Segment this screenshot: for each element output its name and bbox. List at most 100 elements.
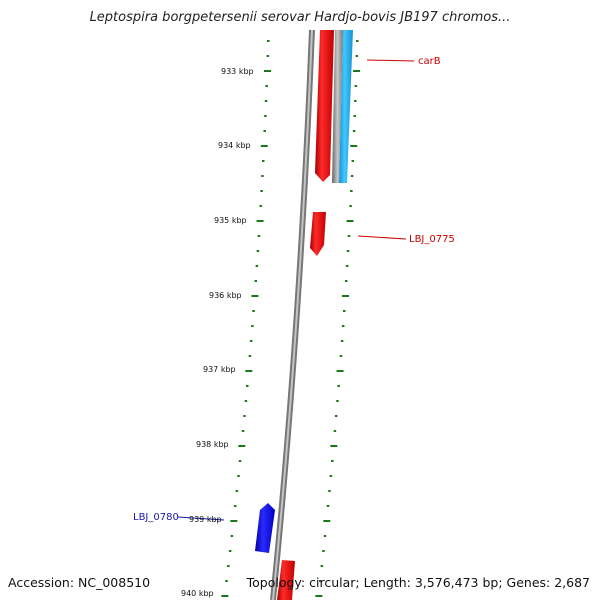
ruler-minor-tick xyxy=(350,175,354,177)
carb-leader xyxy=(366,59,415,62)
ruler-minor-tick xyxy=(328,490,331,492)
ruler-minor-tick xyxy=(354,100,357,102)
gene-cyan-reverse[interactable] xyxy=(332,30,353,183)
ruler-minor-tick xyxy=(334,415,338,417)
ruler-minor-tick xyxy=(267,40,270,42)
ruler-minor-tick xyxy=(266,55,270,57)
ruler-minor-tick xyxy=(255,265,259,267)
ruler-ticks-inner xyxy=(315,40,361,597)
ruler-minor-tick xyxy=(225,580,228,582)
ruler-minor-tick xyxy=(257,235,261,237)
ruler-minor-tick xyxy=(259,205,262,207)
ruler-minor-tick xyxy=(244,400,248,402)
ruler-label: 940 kbp xyxy=(181,589,214,598)
ruler-minor-tick xyxy=(329,475,333,477)
gene-red-bottom[interactable] xyxy=(277,560,295,600)
ruler-minor-tick xyxy=(248,355,252,357)
ruler-label: 936 kbp xyxy=(209,291,242,300)
ruler-minor-tick xyxy=(344,280,348,282)
backbone-arc xyxy=(270,29,315,600)
accession-text: Accession: NC_008510 xyxy=(8,575,151,590)
ruler-minor-tick xyxy=(254,280,258,282)
ruler-minor-tick xyxy=(350,190,353,192)
ruler-major-tick xyxy=(336,370,344,372)
ruler-minor-tick xyxy=(318,580,322,582)
ruler-minor-tick xyxy=(326,505,330,507)
ruler-major-tick xyxy=(353,70,361,72)
ruler-label: 937 kbp xyxy=(203,365,236,374)
ruler-major-tick xyxy=(315,595,323,597)
ruler-minor-tick xyxy=(228,550,232,552)
genome-summary-text: Topology: circular; Length: 3,576,473 bp… xyxy=(246,575,590,590)
ruler-minor-tick xyxy=(351,160,355,162)
gene-label-lbj-0775: LBJ_0775 xyxy=(409,234,455,245)
ruler-minor-tick xyxy=(243,415,246,417)
ruler-minor-tick xyxy=(352,130,356,132)
ruler-minor-tick xyxy=(356,40,359,42)
ruler-minor-tick xyxy=(320,565,324,567)
ruler-major-tick xyxy=(230,520,238,522)
ruler-minor-tick xyxy=(345,265,349,267)
gene-label-lbj-0780: LBJ_0780 xyxy=(133,512,179,523)
ruler-major-tick xyxy=(323,520,331,522)
ruler-minor-tick xyxy=(252,310,255,312)
ruler-minor-tick xyxy=(246,385,249,387)
ruler-ticks-outer xyxy=(221,40,271,597)
ruler-minor-tick xyxy=(265,85,268,87)
ruler-minor-tick xyxy=(331,460,334,462)
ruler-minor-tick xyxy=(237,475,240,477)
map-title: Leptospira borgpetersenii serovar Hardjo… xyxy=(89,10,511,25)
ruler-minor-tick xyxy=(346,250,350,252)
ruler-minor-tick xyxy=(340,340,344,342)
gene-lbj-0780[interactable] xyxy=(255,503,275,553)
ruler-minor-tick xyxy=(322,550,325,552)
ruler-minor-tick xyxy=(333,430,337,432)
ruler-minor-tick xyxy=(354,85,358,87)
ruler-major-tick xyxy=(238,445,246,447)
ruler-major-tick xyxy=(346,220,354,222)
gene-lbj-0775[interactable] xyxy=(310,212,326,256)
ruler-minor-tick xyxy=(323,535,327,537)
ruler-minor-tick xyxy=(249,340,253,342)
backbone-arc-highlight xyxy=(272,29,313,600)
ruler-minor-tick xyxy=(235,490,239,492)
lbj-0775-leader xyxy=(357,235,407,240)
ruler-label: 933 kbp xyxy=(221,67,254,76)
ruler-minor-tick xyxy=(264,115,267,117)
ruler-minor-tick xyxy=(347,235,351,237)
ruler-minor-tick xyxy=(256,250,260,252)
ruler-minor-tick xyxy=(241,430,245,432)
ruler-minor-tick xyxy=(238,460,242,462)
ruler-label: 938 kbp xyxy=(196,440,229,449)
ruler-minor-tick xyxy=(261,160,265,162)
ruler-major-tick xyxy=(263,70,271,72)
ruler-major-tick xyxy=(245,370,253,372)
ruler-minor-tick xyxy=(251,325,254,327)
ruler-label: 934 kbp xyxy=(218,141,251,150)
ruler-major-tick xyxy=(256,220,264,222)
ruler-minor-tick xyxy=(339,355,343,357)
ruler-minor-tick xyxy=(336,400,339,402)
ruler-minor-tick xyxy=(263,130,266,132)
gene-label-carb: carB xyxy=(418,56,441,67)
ruler-major-tick xyxy=(221,595,229,597)
ruler-minor-tick xyxy=(264,100,268,102)
ruler-minor-tick xyxy=(341,325,345,327)
ruler-minor-tick xyxy=(342,310,346,312)
ruler-major-tick xyxy=(350,145,358,147)
ruler-label: 939 kbp xyxy=(189,515,222,524)
gene-carb[interactable] xyxy=(315,30,334,182)
ruler-major-tick xyxy=(341,295,349,297)
ruler-minor-tick xyxy=(227,565,230,567)
ruler-minor-tick xyxy=(355,55,359,57)
lbj-0780-leader xyxy=(177,516,225,521)
ruler-minor-tick xyxy=(353,115,356,117)
ruler-major-tick xyxy=(330,445,338,447)
ruler-major-tick xyxy=(251,295,259,297)
ruler-minor-tick xyxy=(337,385,340,387)
ruler-minor-tick xyxy=(261,175,264,177)
ruler-major-tick xyxy=(260,145,268,147)
ruler-minor-tick xyxy=(230,535,234,537)
ruler-minor-tick xyxy=(349,205,352,207)
